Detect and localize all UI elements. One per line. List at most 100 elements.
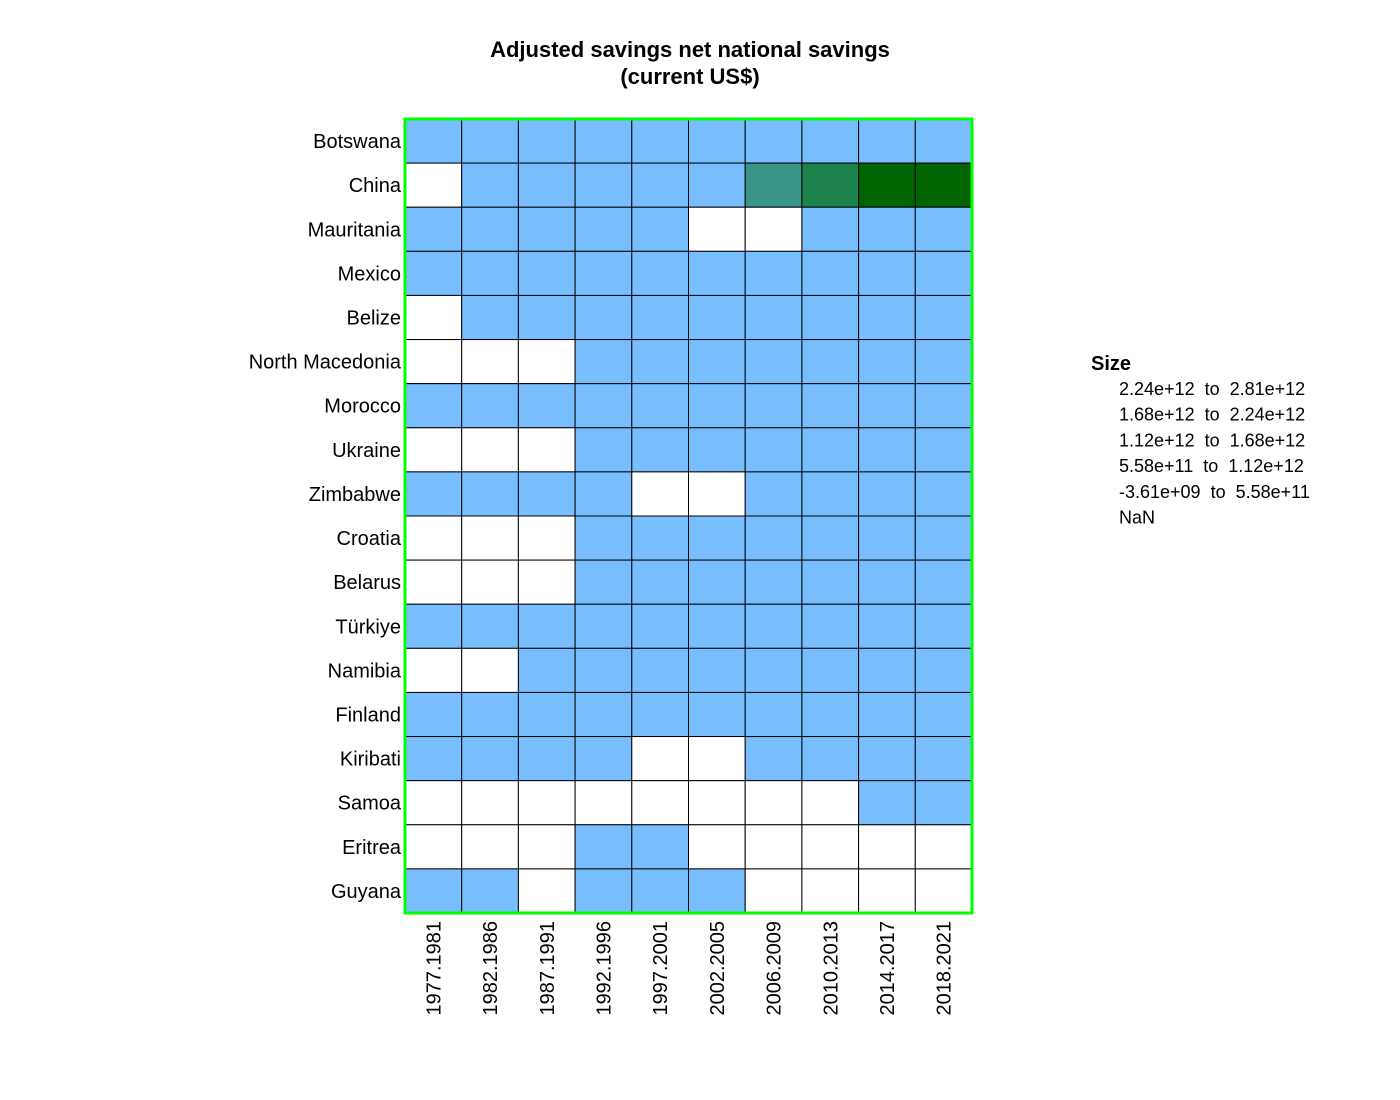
heatmap-cell [517,383,576,429]
heatmap-cell [517,647,576,693]
heatmap-cell [801,383,860,429]
heatmap-cell [517,515,576,561]
heatmap-cell [688,736,746,782]
heatmap-cell [688,162,746,208]
heatmap-cell [688,868,746,914]
heatmap-cell [404,118,463,164]
heatmap-cell [631,206,689,252]
heatmap-cell [574,559,633,605]
heatmap-cell [801,780,860,826]
heatmap-cell [858,294,916,341]
heatmap-cell [858,824,916,870]
heatmap-cell [517,162,576,208]
column-label: 1992.1996 [593,921,615,1016]
heatmap-cell [631,559,689,605]
heatmap-cells [404,118,973,914]
heatmap-cell [574,647,633,693]
heatmap-cell [461,383,519,429]
heatmap-cell [688,824,746,870]
heatmap-cell [404,868,463,914]
heatmap-cell [858,780,916,826]
heatmap-cell [631,780,689,826]
column-label: 2018.2021 [934,921,956,1016]
heatmap-cell [688,471,746,517]
heatmap-cell [461,824,519,870]
heatmap-cell [801,868,860,914]
heatmap-cell [688,339,746,385]
heatmap-cell [744,868,803,914]
heatmap-cell [914,868,973,914]
heatmap-cell [461,162,519,208]
heatmap-cell [404,250,463,296]
heatmap-cell [404,339,463,385]
heatmap-cell [631,339,689,385]
heatmap-cell [801,427,860,473]
row-label: Namibia [328,660,402,682]
row-label: Belarus [333,572,401,594]
heatmap-cell [858,603,916,649]
row-label: Türkiye [335,616,401,638]
heatmap-cell [517,691,576,738]
heatmap-cell [631,515,689,561]
heatmap-cell [631,868,689,914]
row-label: Botswana [313,131,402,153]
heatmap-cell [914,647,973,693]
heatmap-cell [461,339,519,385]
heatmap-cell [744,471,803,517]
heatmap-cell [631,162,689,208]
heatmap-cell [801,647,860,693]
heatmap-cell [404,780,463,826]
row-label: Belize [347,308,401,330]
heatmap-cell [914,736,973,782]
heatmap-cell [744,250,803,296]
heatmap-cell [858,427,916,473]
heatmap-cell [744,559,803,605]
heatmap-cell [801,162,860,208]
row-label: Ukraine [332,440,401,462]
heatmap-cell [914,780,973,826]
heatmap-cell [858,691,916,738]
heatmap-cell [801,206,860,252]
heatmap-cell [688,603,746,649]
chart-title-line-1: Adjusted savings net national savings [490,37,890,62]
heatmap-cell [631,383,689,429]
heatmap-cell [744,780,803,826]
chart-title-line-2: (current US$) [620,64,759,89]
row-label: China [349,175,402,197]
heatmap-cell [688,559,746,605]
heatmap-cell [631,603,689,649]
heatmap-cell [914,383,973,429]
heatmap-cell [631,647,689,693]
heatmap-cell [517,780,576,826]
heatmap-cell [574,471,633,517]
heatmap-cell [688,294,746,341]
heatmap-cell [631,824,689,870]
heatmap-cell [404,736,463,782]
heatmap-cell [801,736,860,782]
row-label: Mexico [338,263,401,285]
heatmap-cell [517,559,576,605]
heatmap-cell [801,603,860,649]
heatmap-cell [858,339,916,385]
heatmap-cell [744,427,803,473]
heatmap-cell [517,294,576,341]
heatmap-cell [461,868,519,914]
heatmap-cell [744,824,803,870]
plot-border [403,117,974,915]
heatmap-cell [914,250,973,296]
heatmap-cell [744,206,803,252]
heatmap-cell [744,515,803,561]
heatmap-cell [517,868,576,914]
heatmap-cell [517,427,576,473]
heatmap-cell [574,294,633,341]
heatmap-cell [858,515,916,561]
heatmap-cell [517,471,576,517]
heatmap-cell [688,118,746,164]
heatmap-cell [631,691,689,738]
column-label: 2006.2009 [764,921,786,1016]
column-label: 1977.1981 [423,921,445,1016]
legend-entry: -3.61e+09 to 5.58e+11 [1119,482,1310,502]
row-label: Morocco [324,396,401,418]
heatmap-cell [631,294,689,341]
